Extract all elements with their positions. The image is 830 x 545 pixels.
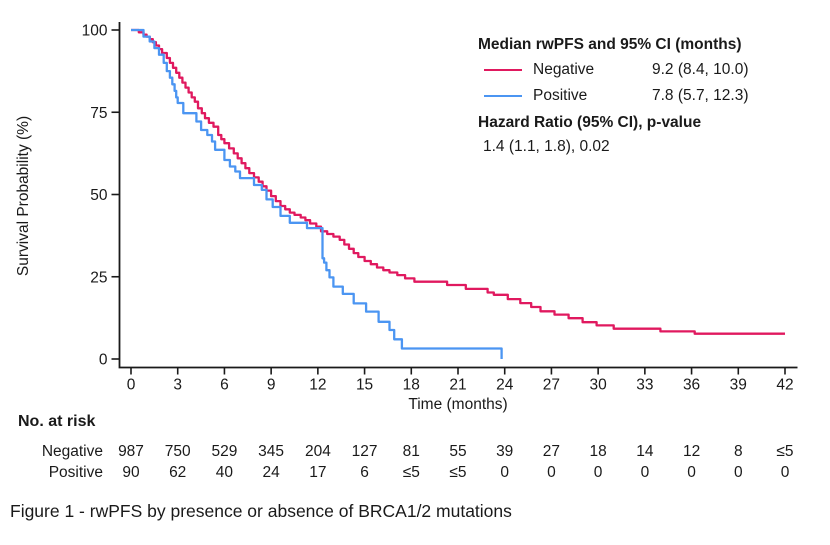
y-tick-label: 25 — [90, 269, 107, 286]
risk-row-values: 987 750 529 345 204 127 81 55 39 27 18 14 12 8 ≤5 — [0, 443, 830, 461]
risk-row-label: Negative — [41, 443, 103, 460]
negative-line-swatch-icon — [484, 68, 522, 72]
legend-row-positive: Positive 7.8 (5.7, 12.3) — [478, 83, 818, 109]
legend-median-positive: 7.8 (5.7, 12.3) — [652, 87, 749, 104]
risk-count: 0 — [500, 464, 509, 481]
risk-count: 12 — [682, 443, 701, 460]
risk-count: 6 — [360, 464, 369, 481]
risk-count: 40 — [215, 464, 234, 481]
x-tick-label: 3 — [173, 377, 182, 394]
risk-count: 0 — [593, 464, 603, 481]
positive-curve — [131, 28, 503, 359]
risk-table-title: No. at risk — [18, 413, 96, 430]
x-tick-label: 24 — [496, 377, 514, 394]
hazard-ratio-value: 1.4 (1.1, 1.8), 0.02 — [483, 138, 610, 155]
risk-count: 14 — [636, 443, 654, 460]
risk-count: 17 — [309, 464, 327, 481]
legend-row-negative: Negative 9.2 (8.4, 10.0) — [478, 57, 818, 83]
y-axis-title: Survival Probability (%) — [15, 115, 32, 277]
risk-count: 8 — [733, 443, 743, 460]
risk-count: ≤5 — [402, 464, 420, 481]
risk-count: ≤5 — [776, 443, 794, 460]
y-tick-label: 75 — [90, 105, 107, 122]
negative-curve — [131, 28, 785, 335]
risk-count: 0 — [547, 464, 556, 481]
risk-count: 345 — [258, 443, 285, 460]
x-tick-label: 15 — [356, 377, 373, 394]
x-tick-label: 27 — [543, 377, 560, 394]
x-tick-label: 0 — [127, 377, 136, 394]
risk-count: 127 — [351, 443, 378, 460]
y-tick-label: 0 — [99, 352, 108, 369]
x-tick-label: 36 — [683, 377, 700, 394]
risk-count: ≤5 — [449, 464, 467, 481]
risk-count: 0 — [687, 464, 696, 481]
y-tick-label: 100 — [82, 23, 108, 40]
risk-row-negative: Negative 987 750 529 345 204 127 81 55 39 27 18 14 1… — [0, 443, 830, 461]
legend-label-positive: Positive — [533, 87, 588, 104]
x-tick-label: 33 — [636, 377, 653, 394]
risk-count: 987 — [118, 443, 144, 460]
legend-label-negative: Negative — [533, 61, 595, 78]
legend: Median rwPFS and 95% CI (months) Negativ… — [478, 33, 818, 159]
x-tick-label: 21 — [449, 377, 466, 394]
x-tick-label: 6 — [220, 377, 229, 394]
legend-median-negative: 9.2 (8.4, 10.0) — [652, 61, 749, 78]
risk-row-label: Positive — [48, 464, 103, 481]
risk-count: 750 — [164, 443, 191, 460]
risk-count: 204 — [304, 443, 331, 460]
risk-count: 90 — [122, 464, 140, 481]
risk-count: 39 — [496, 443, 514, 460]
risk-row-values: 90 62 40 24 17 6 ≤5 ≤5 0 0 0 0 0 0 0 — [0, 464, 830, 482]
y-tick-label: 50 — [90, 187, 108, 204]
risk-count: 529 — [211, 443, 238, 460]
legend-title: Median rwPFS and 95% CI (months) — [478, 36, 742, 53]
x-tick-label: 42 — [776, 377, 793, 394]
risk-count: 0 — [640, 464, 650, 481]
risk-row-positive: Positive 90 62 40 24 17 6 ≤5 ≤5 0 0 0 0 0 0 0 — [0, 464, 830, 482]
risk-count: 62 — [169, 464, 187, 481]
x-tick-label: 18 — [403, 377, 420, 394]
risk-count: 18 — [589, 443, 607, 460]
x-tick-label: 39 — [730, 377, 747, 394]
x-tick-label: 12 — [309, 377, 326, 394]
positive-line-swatch-icon — [484, 94, 522, 98]
risk-count: 0 — [733, 464, 743, 481]
risk-count: 27 — [542, 443, 561, 460]
axes — [118, 22, 798, 369]
x-tick-label: 30 — [590, 377, 608, 394]
x-axis-title: Time (months) — [408, 396, 508, 413]
x-tick-label: 9 — [267, 377, 276, 394]
risk-count: 81 — [402, 443, 420, 460]
risk-count: 55 — [449, 443, 467, 460]
figure-caption: Figure 1 - rwPFS by presence or absence … — [10, 501, 512, 521]
hazard-ratio-title: Hazard Ratio (95% CI), p-value — [478, 114, 702, 131]
risk-count: 0 — [780, 464, 790, 481]
risk-count: 24 — [262, 464, 280, 481]
